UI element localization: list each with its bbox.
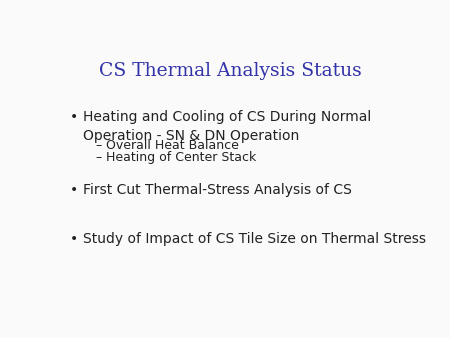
Text: First Cut Thermal-Stress Analysis of CS: First Cut Thermal-Stress Analysis of CS	[83, 183, 352, 197]
Text: •: •	[70, 110, 78, 124]
Text: •: •	[70, 183, 78, 197]
Text: CS Thermal Analysis Status: CS Thermal Analysis Status	[99, 62, 362, 80]
Text: Heating of Center Stack: Heating of Center Stack	[106, 151, 256, 164]
Text: Study of Impact of CS Tile Size on Thermal Stress: Study of Impact of CS Tile Size on Therm…	[83, 232, 427, 245]
Text: –: –	[95, 139, 101, 152]
Text: Heating and Cooling of CS During Normal
Operation - SN & DN Operation: Heating and Cooling of CS During Normal …	[83, 110, 372, 143]
Text: •: •	[70, 232, 78, 245]
Text: –: –	[95, 151, 101, 164]
Text: Overall Heat Balance: Overall Heat Balance	[106, 139, 239, 152]
